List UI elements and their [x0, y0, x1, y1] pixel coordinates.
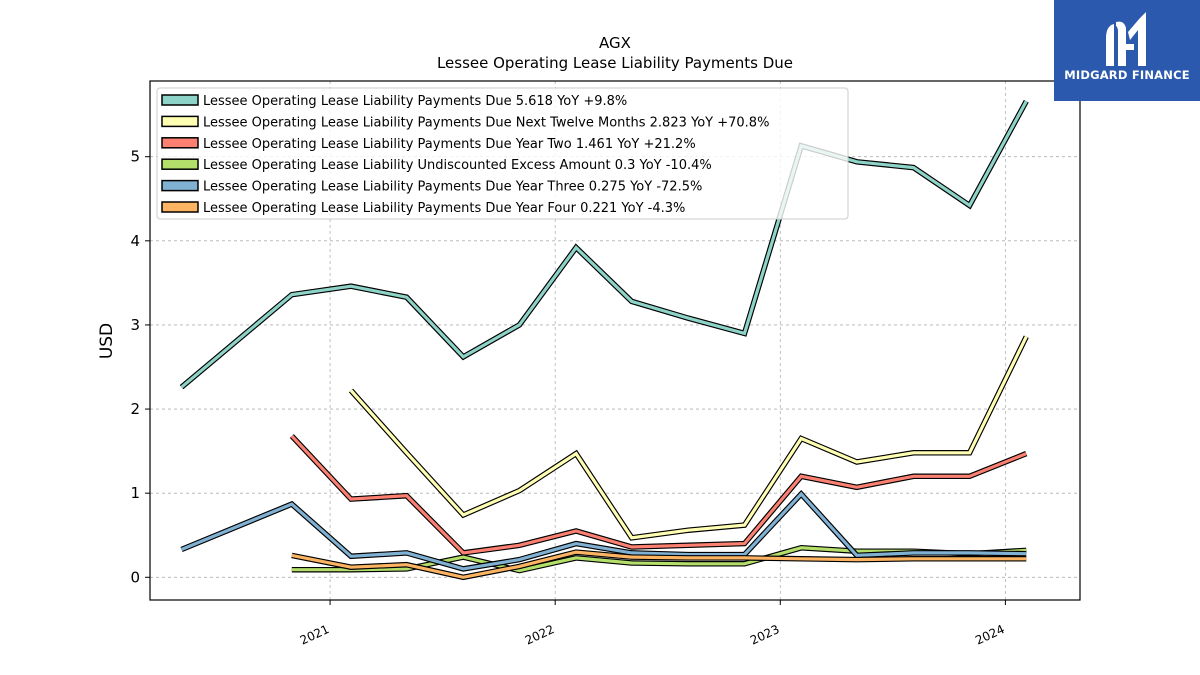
- chart-subtitle: Lessee Operating Lease Liability Payment…: [437, 54, 793, 72]
- y-tick-label: 5: [130, 148, 140, 166]
- x-tick-label: 2023: [748, 622, 782, 648]
- y-tick-label: 4: [130, 232, 140, 250]
- legend-swatch: [161, 158, 199, 170]
- legend-label: Lessee Operating Lease Liability Payment…: [203, 137, 696, 152]
- brand-logo: MIDGARD FINANCE: [1054, 0, 1200, 101]
- legend-swatch: [161, 201, 199, 213]
- x-tick-label: 2024: [973, 622, 1007, 648]
- legend-swatch: [161, 94, 199, 106]
- y-tick-label: 3: [130, 316, 140, 334]
- series-line: [291, 550, 1027, 579]
- legend[interactable]: Lessee Operating Lease Liability Payment…: [156, 87, 849, 220]
- y-tick-label: 2: [130, 400, 140, 418]
- legend-label: Lessee Operating Lease Liability Payment…: [203, 115, 769, 130]
- midgard-logo-icon: [1106, 12, 1146, 67]
- series-line: [180, 491, 1027, 571]
- legend-swatch: [161, 137, 199, 149]
- series-line: [349, 335, 1028, 540]
- series-group: [179, 99, 1029, 581]
- legend-label: Lessee Operating Lease Liability Payment…: [203, 201, 685, 216]
- legend-label: Lessee Operating Lease Liability Payment…: [203, 180, 702, 195]
- x-tick-label: 2022: [523, 622, 557, 648]
- axes: 0 1 2 3 4 5 2021 2022 2023 2024: [130, 148, 1006, 648]
- brand-logo-text: MIDGARD FINANCE: [1064, 68, 1190, 82]
- y-tick-label: 1: [130, 484, 140, 502]
- legend-swatch: [161, 115, 199, 128]
- legend-label: Lessee Operating Lease Liability Undisco…: [203, 158, 712, 173]
- chart-title: AGX: [599, 34, 631, 52]
- series-line-outline: [348, 335, 1029, 541]
- legend-swatch: [161, 179, 199, 192]
- y-axis-label: USD: [97, 323, 117, 359]
- plot-frame: [149, 80, 1081, 601]
- series-line: [290, 434, 1027, 555]
- x-tick-label: 2021: [298, 622, 332, 648]
- series-line: [180, 100, 1028, 389]
- y-tick-label: 0: [130, 568, 140, 586]
- legend-label: Lessee Operating Lease Liability Payment…: [203, 94, 627, 109]
- legend-box: [156, 87, 849, 220]
